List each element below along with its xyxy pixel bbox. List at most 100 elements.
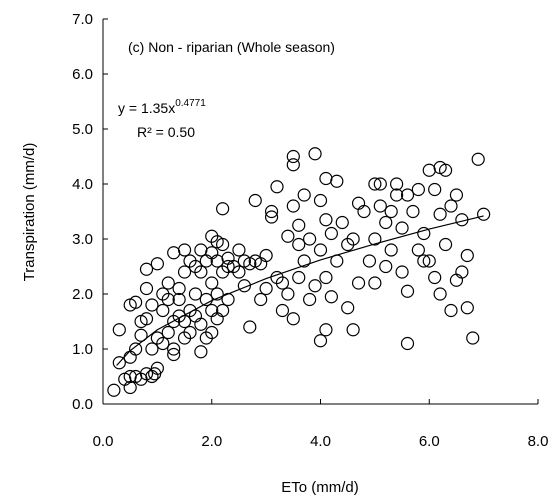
- data-point: [286, 149, 300, 164]
- data-point: [395, 265, 409, 279]
- data-point: [357, 204, 371, 219]
- data-point: [384, 243, 398, 257]
- data-point: [167, 342, 181, 356]
- data-point: [107, 383, 121, 397]
- data-point: [346, 323, 360, 337]
- data-point: [237, 279, 251, 293]
- data-point: [395, 221, 409, 235]
- data-point: [438, 237, 453, 252]
- data-point: [194, 265, 208, 279]
- data-point: [379, 215, 393, 230]
- data-point: [259, 281, 273, 296]
- data-point: [390, 177, 404, 191]
- y-tick-label: 5.0: [72, 121, 93, 138]
- x-tick-label: 2.0: [201, 433, 222, 450]
- data-point: [417, 254, 431, 268]
- data-point: [167, 246, 181, 260]
- data-point: [286, 312, 300, 326]
- data-point: [188, 287, 203, 301]
- data-point: [210, 287, 224, 301]
- data-point: [264, 210, 279, 224]
- data-point: [319, 323, 333, 337]
- data-point: [303, 232, 317, 246]
- data-point: [210, 254, 224, 268]
- data-point: [139, 262, 154, 276]
- data-point: [324, 226, 338, 241]
- data-point: [444, 303, 458, 318]
- data-point: [438, 163, 453, 177]
- panel-label: (c) Non - riparian (Whole season): [128, 39, 335, 55]
- data-point: [292, 218, 306, 232]
- data-point: [145, 298, 159, 312]
- data-point: [183, 325, 197, 340]
- data-point: [123, 350, 137, 364]
- data-point: [139, 281, 154, 296]
- y-tick-label: 6.0: [72, 66, 93, 83]
- data-point: [449, 188, 464, 202]
- data-point: [428, 270, 442, 285]
- data-point: [270, 180, 284, 194]
- data-point: [254, 292, 268, 307]
- data-point: [346, 232, 360, 246]
- y-tick-label: 4.0: [72, 176, 93, 193]
- y-tick-label: 1.0: [72, 341, 93, 358]
- x-tick-label: 6.0: [419, 433, 440, 450]
- data-point: [156, 303, 170, 318]
- data-point: [205, 246, 219, 260]
- data-point: [161, 292, 175, 307]
- data-point: [194, 317, 208, 331]
- equation: y = 1.35x0.4771: [118, 98, 206, 116]
- data-point: [341, 301, 355, 315]
- data-point: [351, 276, 366, 290]
- data-point: [335, 215, 349, 230]
- data-point: [232, 265, 246, 279]
- data-point: [205, 303, 219, 318]
- x-axis-label: ETo (mm/d): [281, 479, 359, 496]
- data-point: [400, 284, 415, 298]
- y-tick-label: 7.0: [72, 11, 93, 28]
- data-point: [145, 342, 159, 356]
- data-point: [422, 254, 436, 268]
- data-point: [373, 199, 387, 213]
- equation-exponent: 0.4771: [175, 98, 206, 109]
- data-point: [232, 243, 246, 257]
- data-point: [368, 232, 382, 246]
- data-point: [248, 193, 262, 208]
- data-point: [460, 248, 474, 263]
- r-squared: R² = 0.50: [137, 124, 195, 140]
- data-point: [112, 323, 126, 337]
- data-point: [292, 237, 306, 252]
- data-point: [400, 188, 415, 202]
- data-point: [205, 325, 219, 340]
- data-point: [351, 196, 366, 210]
- data-point: [172, 292, 186, 307]
- y-tick-label: 2.0: [72, 286, 93, 303]
- data-point: [264, 204, 279, 219]
- data-point: [433, 287, 447, 301]
- data-point: [319, 270, 333, 285]
- x-tick-label: 4.0: [310, 433, 331, 450]
- data-point: [281, 287, 295, 301]
- data-point: [129, 342, 143, 356]
- data-point: [194, 345, 208, 359]
- data-point: [466, 331, 480, 345]
- data-point: [303, 292, 317, 307]
- data-point: [205, 276, 219, 290]
- data-point: [216, 303, 230, 318]
- data-point: [330, 174, 344, 188]
- data-point: [417, 226, 431, 241]
- data-point: [167, 347, 181, 362]
- data-point: [199, 292, 213, 307]
- data-point: [362, 254, 377, 268]
- data-point: [449, 273, 464, 287]
- data-point: [139, 312, 154, 326]
- data-point: [384, 204, 398, 219]
- data-point: [161, 276, 175, 290]
- data-point: [150, 361, 164, 375]
- data-point: [313, 243, 328, 257]
- x-tick-label: 8.0: [528, 433, 549, 450]
- data-point: [319, 171, 333, 186]
- data-point: [199, 254, 213, 268]
- data-point: [411, 243, 425, 257]
